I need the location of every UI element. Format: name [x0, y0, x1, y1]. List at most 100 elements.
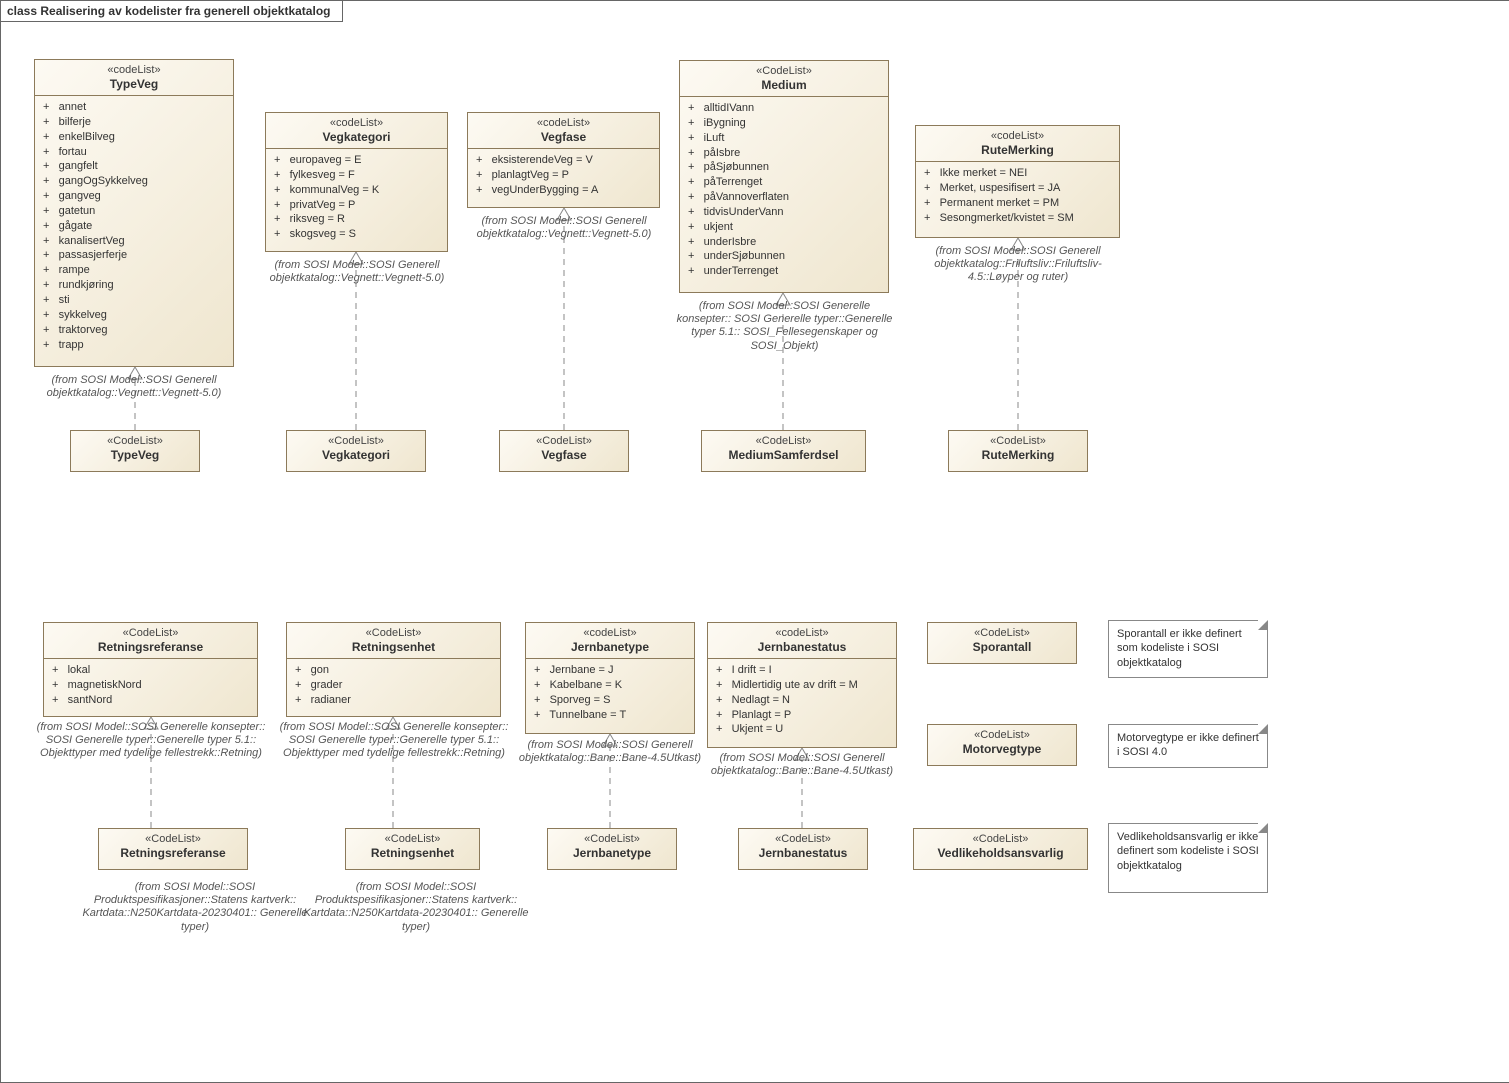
- class-RetnRefDst: «CodeList»Retningsreferanse: [98, 828, 248, 870]
- attribute: Planlagt = P: [716, 708, 890, 723]
- attribute: skogsveg = S: [274, 227, 441, 242]
- attribute: fylkesveg = F: [274, 168, 441, 183]
- stereotype: «CodeList»: [293, 627, 494, 639]
- attribute: passasjerferje: [43, 248, 227, 263]
- attribute: iLuft: [688, 131, 882, 146]
- attribute: underIsbre: [688, 235, 882, 250]
- class-name: Jernbanetype: [554, 846, 670, 860]
- class-Motorvegtype: «CodeList»Motorvegtype: [927, 724, 1077, 766]
- diagram-canvas: class Realisering av kodelister fra gene…: [0, 0, 1509, 1083]
- attribute-list: alltidIVanniBygningiLuftpåIsbrepåSjøbunn…: [688, 101, 882, 279]
- class-VegkategoriDst: «CodeList»Vegkategori: [286, 430, 426, 472]
- attribute: eksisterendeVeg = V: [476, 153, 653, 168]
- attribute-list: I drift = IMidlertidig ute av drift = MN…: [716, 663, 890, 737]
- attribute-list: eksisterendeVeg = VplanlagtVeg = PvegUnd…: [476, 153, 653, 198]
- class-name: Retningsenhet: [293, 640, 494, 654]
- attribute: fortau: [43, 145, 227, 160]
- class-name: Retningsreferanse: [105, 846, 241, 860]
- stereotype: «CodeList»: [50, 627, 251, 639]
- class-RuteMerkingDst: «CodeList»RuteMerking: [948, 430, 1088, 472]
- package-caption: (from SOSI Model::SOSI Generell objektka…: [31, 374, 237, 400]
- attribute: iBygning: [688, 116, 882, 131]
- class-JbTypeSrc: «codeList»JernbanetypeJernbane = JKabelb…: [525, 622, 695, 734]
- package-caption: (from SOSI Model::SOSI Generell objektka…: [511, 739, 709, 765]
- attribute: lokal: [52, 663, 251, 678]
- attribute: gangveg: [43, 189, 227, 204]
- package-caption: (from SOSI Model::SOSI Generell objektka…: [459, 215, 669, 241]
- class-name: Motorvegtype: [934, 742, 1070, 756]
- attribute: Sporveg = S: [534, 693, 688, 708]
- attribute-list: Jernbane = JKabelbane = KSporveg = STunn…: [534, 663, 688, 722]
- class-TypeVegDst: «CodeList»TypeVeg: [70, 430, 200, 472]
- stereotype: «CodeList»: [105, 833, 241, 845]
- stereotype: «CodeList»: [934, 627, 1070, 639]
- class-Sporantall: «CodeList»Sporantall: [927, 622, 1077, 664]
- attribute: påVannoverflaten: [688, 190, 882, 205]
- attribute: enkelBilveg: [43, 130, 227, 145]
- stereotype: «codeList»: [41, 64, 227, 76]
- attribute: radianer: [295, 693, 494, 708]
- class-name: Retningsenhet: [352, 846, 473, 860]
- class-VegfaseSrc: «codeList»VegfaseeksisterendeVeg = Vplan…: [467, 112, 660, 208]
- stereotype: «CodeList»: [554, 833, 670, 845]
- attribute-list: lokalmagnetiskNordsantNord: [52, 663, 251, 708]
- attribute: alltidIVann: [688, 101, 882, 116]
- package-caption: (from SOSI Model::SOSI Generelle konsept…: [672, 300, 897, 353]
- class-Vedlikehold: «CodeList»Vedlikeholdsansvarlig: [913, 828, 1088, 870]
- attribute: grader: [295, 678, 494, 693]
- package-caption: (from SOSI Model::SOSI Generell objektka…: [254, 259, 460, 285]
- attribute: vegUnderBygging = A: [476, 183, 653, 198]
- class-name: TypeVeg: [77, 448, 193, 462]
- class-name: Vegkategori: [272, 130, 441, 144]
- attribute: ukjent: [688, 220, 882, 235]
- attribute: Kabelbane = K: [534, 678, 688, 693]
- package-caption: (from SOSI Model::SOSI Generell objektka…: [907, 245, 1129, 285]
- class-VegkategoriSrc: «codeList»Vegkategorieuropaveg = Efylkes…: [265, 112, 448, 252]
- attribute: gangOgSykkelveg: [43, 174, 227, 189]
- stereotype: «CodeList»: [506, 435, 622, 447]
- stereotype: «CodeList»: [745, 833, 861, 845]
- stereotype: «CodeList»: [934, 729, 1070, 741]
- attribute: traktorveg: [43, 323, 227, 338]
- class-name: Jernbanetype: [532, 640, 688, 654]
- attribute: gangfelt: [43, 159, 227, 174]
- class-JbStatusSrc: «codeList»JernbanestatusI drift = IMidle…: [707, 622, 897, 748]
- class-MediumDst: «CodeList»MediumSamferdsel: [701, 430, 866, 472]
- attribute: gatetun: [43, 204, 227, 219]
- class-name: Vedlikeholdsansvarlig: [920, 846, 1081, 860]
- attribute: santNord: [52, 693, 251, 708]
- attribute: annet: [43, 100, 227, 115]
- attribute: Permanent merket = PM: [924, 196, 1113, 211]
- class-RuteMerkingSrc: «codeList»RuteMerkingIkke merket = NEIMe…: [915, 125, 1120, 238]
- note: Vedlikeholdsansvarlig er ikke definert s…: [1108, 823, 1268, 893]
- attribute: sykkelveg: [43, 308, 227, 323]
- attribute: påIsbre: [688, 146, 882, 161]
- frame-title-tab: class Realisering av kodelister fra gene…: [1, 1, 343, 22]
- attribute: riksveg = R: [274, 212, 441, 227]
- stereotype: «CodeList»: [293, 435, 419, 447]
- class-name: Medium: [686, 78, 882, 92]
- class-JbTypeDst: «CodeList»Jernbanetype: [547, 828, 677, 870]
- stereotype: «CodeList»: [708, 435, 859, 447]
- attribute: Jernbane = J: [534, 663, 688, 678]
- class-MediumSrc: «CodeList»Medium alltidIVanniBygningiLuft…: [679, 60, 889, 293]
- attribute: rampe: [43, 263, 227, 278]
- class-TypeVegSrc: «codeList»TypeVeg annetbilferjeenkelBilve…: [34, 59, 234, 367]
- attribute: påSjøbunnen: [688, 160, 882, 175]
- attribute: Ikke merket = NEI: [924, 166, 1113, 181]
- package-caption: (from SOSI Model::SOSI Generell objektka…: [703, 752, 901, 778]
- class-name: TypeVeg: [41, 77, 227, 91]
- stereotype: «CodeList»: [955, 435, 1081, 447]
- attribute: planlagtVeg = P: [476, 168, 653, 183]
- class-name: RuteMerking: [922, 143, 1113, 157]
- attribute: påTerrenget: [688, 175, 882, 190]
- class-name: Sporantall: [934, 640, 1070, 654]
- attribute: Ukjent = U: [716, 722, 890, 737]
- note: Motorvegtype er ikke definert i SOSI 4.0: [1108, 724, 1268, 768]
- class-RetnEnhDst: «CodeList»Retningsenhet: [345, 828, 480, 870]
- attribute: europaveg = E: [274, 153, 441, 168]
- attribute-list: annetbilferjeenkelBilvegfortaugangfeltga…: [43, 100, 227, 352]
- stereotype: «CodeList»: [686, 65, 882, 77]
- stereotype: «codeList»: [922, 130, 1113, 142]
- class-name: Retningsreferanse: [50, 640, 251, 654]
